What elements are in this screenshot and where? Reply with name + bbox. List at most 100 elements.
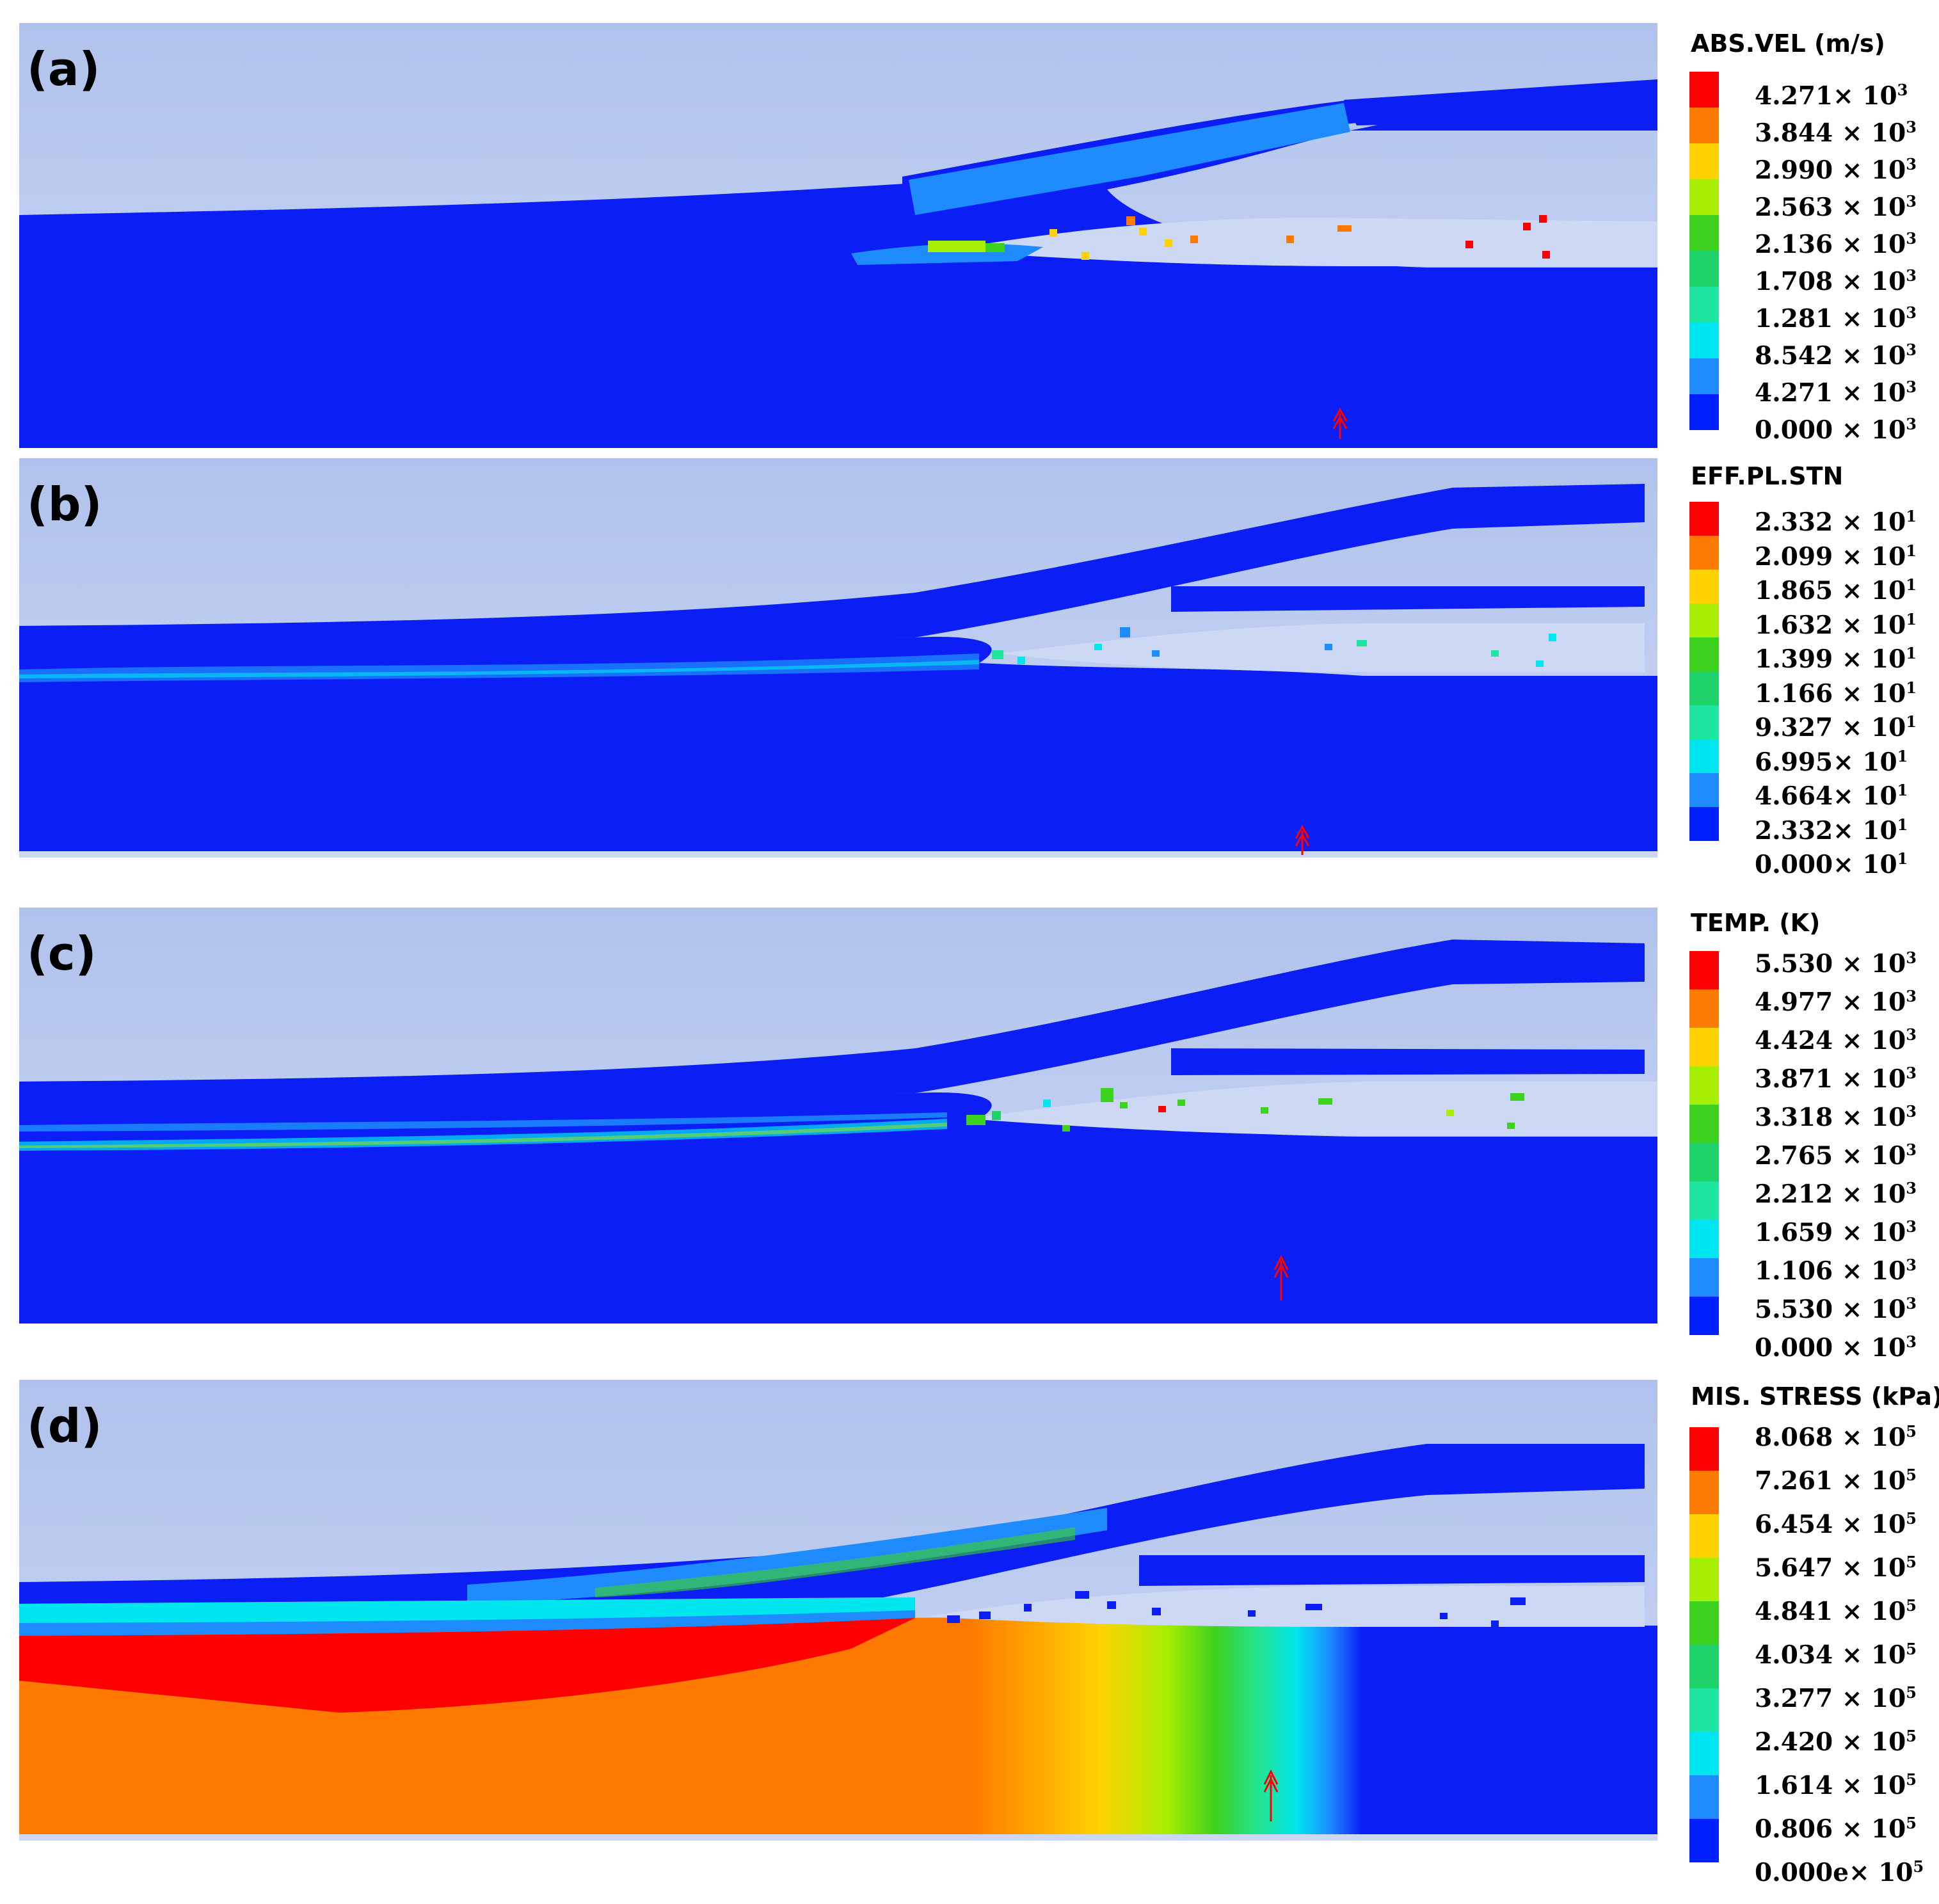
level-multiplier: × 10 [1833,541,1906,572]
jet-particle [1549,634,1556,641]
legend-swatch [1689,1028,1719,1066]
contour-panel-velocity: (a) [19,23,1657,448]
interface-band-blue [19,1610,915,1637]
legend-level-label: 1.399 × 101 [1755,644,1917,674]
level-multiplier: × 10 [1833,1597,1906,1626]
flyer-plate [19,940,1645,1106]
level-multiplier: × 10 [1833,415,1906,445]
jet-particle [1446,1110,1454,1116]
level-exponent: 3 [1906,1179,1917,1197]
legend-swatch [1689,705,1719,739]
level-mantissa: 2.332 [1755,815,1833,845]
upper-thermal-band [19,1112,947,1132]
shear-band-core [19,660,979,678]
jet-gap [966,1082,1657,1135]
level-exponent: 1 [1906,507,1917,525]
legend-color-bar [1689,72,1719,430]
flyer-tail [1344,79,1657,125]
legend-von-mises-stress: MIS. STRESS (kPa) 8.068 × 105 7.261 × 105 6… [1683,1382,1939,1894]
jet-particle [1107,1601,1116,1609]
level-mantissa: 1.106 [1755,1256,1833,1286]
jet-particle [985,243,1005,252]
level-mantissa: 8.068 [1755,1423,1833,1452]
legend-swatch [1689,951,1719,989]
legend-title: ABS.VEL (m/s) [1691,29,1885,58]
level-exponent: 5 [1906,1509,1917,1528]
level-multiplier: × 10 [1833,610,1906,640]
legend-level-label: 6.995× 101 [1755,747,1908,777]
legend-swatch [1689,1105,1719,1143]
legend-temperature: TEMP. (K) 5.530 × 103 4.977 × 103 4.424 × 1… [1683,909,1939,1363]
velocity-contour-plot [19,23,1657,448]
level-mantissa: 4.034 [1755,1640,1833,1670]
level-exponent: 3 [1906,266,1917,285]
level-exponent: 5 [1906,1727,1917,1745]
legend-swatch [1689,570,1719,604]
level-mantissa: 1.281 [1755,304,1833,333]
level-multiplier: × 10 [1833,1026,1906,1055]
legend-swatch [1689,502,1719,536]
level-exponent: 3 [1906,1294,1917,1313]
legend-level-label: 4.271 × 103 [1755,378,1917,408]
level-exponent: 3 [1906,1102,1917,1121]
level-multiplier: × 10 [1833,850,1897,879]
legend-swatch [1689,1819,1719,1862]
legend-level-label: 4.034 × 105 [1755,1640,1917,1670]
jet-particle [1094,644,1102,650]
level-multiplier: × 10 [1833,1423,1906,1452]
level-mantissa: 5.530 [1755,1295,1833,1324]
level-mantissa: 3.277 [1755,1684,1833,1713]
upper-strip [1171,586,1645,612]
jet-particle [947,1615,960,1623]
level-mantissa: 1.659 [1755,1218,1833,1247]
jet-particle [1465,241,1473,248]
level-exponent: 3 [1906,303,1917,322]
legend-title: MIS. STRESS (kPa) [1691,1382,1939,1411]
legend-level-label: 3.277 × 105 [1755,1683,1917,1713]
shear-band [19,1119,947,1151]
level-mantissa: 3.318 [1755,1103,1833,1132]
level-exponent: 5 [1906,1770,1917,1789]
legend-swatch [1689,251,1719,287]
jet-gap [947,218,1657,266]
flyer-plate [19,484,1645,650]
level-mantissa: 9.327 [1755,713,1833,742]
level-exponent: 1 [1906,712,1917,731]
contour-panel-plastic-strain: (b) [19,458,1657,858]
high-stress-zone [19,1618,915,1713]
legend-swatch [1689,1514,1719,1558]
level-exponent: 5 [1906,1553,1917,1571]
legend-level-label: 2.563 × 103 [1755,192,1917,222]
legend-swatch [1689,394,1719,430]
panel-label: (d) [27,1399,102,1453]
base-plate [19,95,1657,448]
jet-particle [1120,627,1130,637]
level-mantissa: 2.332 [1755,508,1833,537]
level-mantissa: 4.271 [1755,81,1833,111]
level-exponent: 1 [1897,781,1908,799]
level-mantissa: 2.563 [1755,193,1833,222]
level-multiplier: × 10 [1833,267,1906,296]
level-exponent: 5 [1906,1466,1917,1484]
jet-particle [1248,1610,1256,1617]
legend-level-label: 4.271× 103 [1755,81,1908,111]
legend-level-label: 1.106 × 103 [1755,1256,1917,1286]
jet-particle [1325,644,1332,650]
legend-level-label: 3.318 × 103 [1755,1102,1917,1132]
level-multiplier: × 10 [1833,378,1906,408]
legend-level-label: 8.068 × 105 [1755,1422,1917,1452]
legend-swatch [1689,773,1719,807]
level-multiplier: × 10 [1833,193,1906,222]
contour-panel-von-mises-stress: (d) [19,1380,1657,1841]
level-mantissa: 4.664 [1755,781,1833,811]
level-multiplier: × 10 [1833,341,1906,371]
level-multiplier: × 10 [1833,1640,1906,1670]
jet-particle [992,1111,1001,1120]
contour-panel-temperature: (c) [19,908,1657,1324]
level-multiplier: × 10 [1833,644,1906,674]
level-exponent: 1 [1906,575,1917,594]
level-exponent: 3 [1906,415,1917,433]
level-exponent: 3 [1897,81,1908,99]
jet-particle [1017,657,1025,664]
jet-particle [1062,1125,1070,1132]
